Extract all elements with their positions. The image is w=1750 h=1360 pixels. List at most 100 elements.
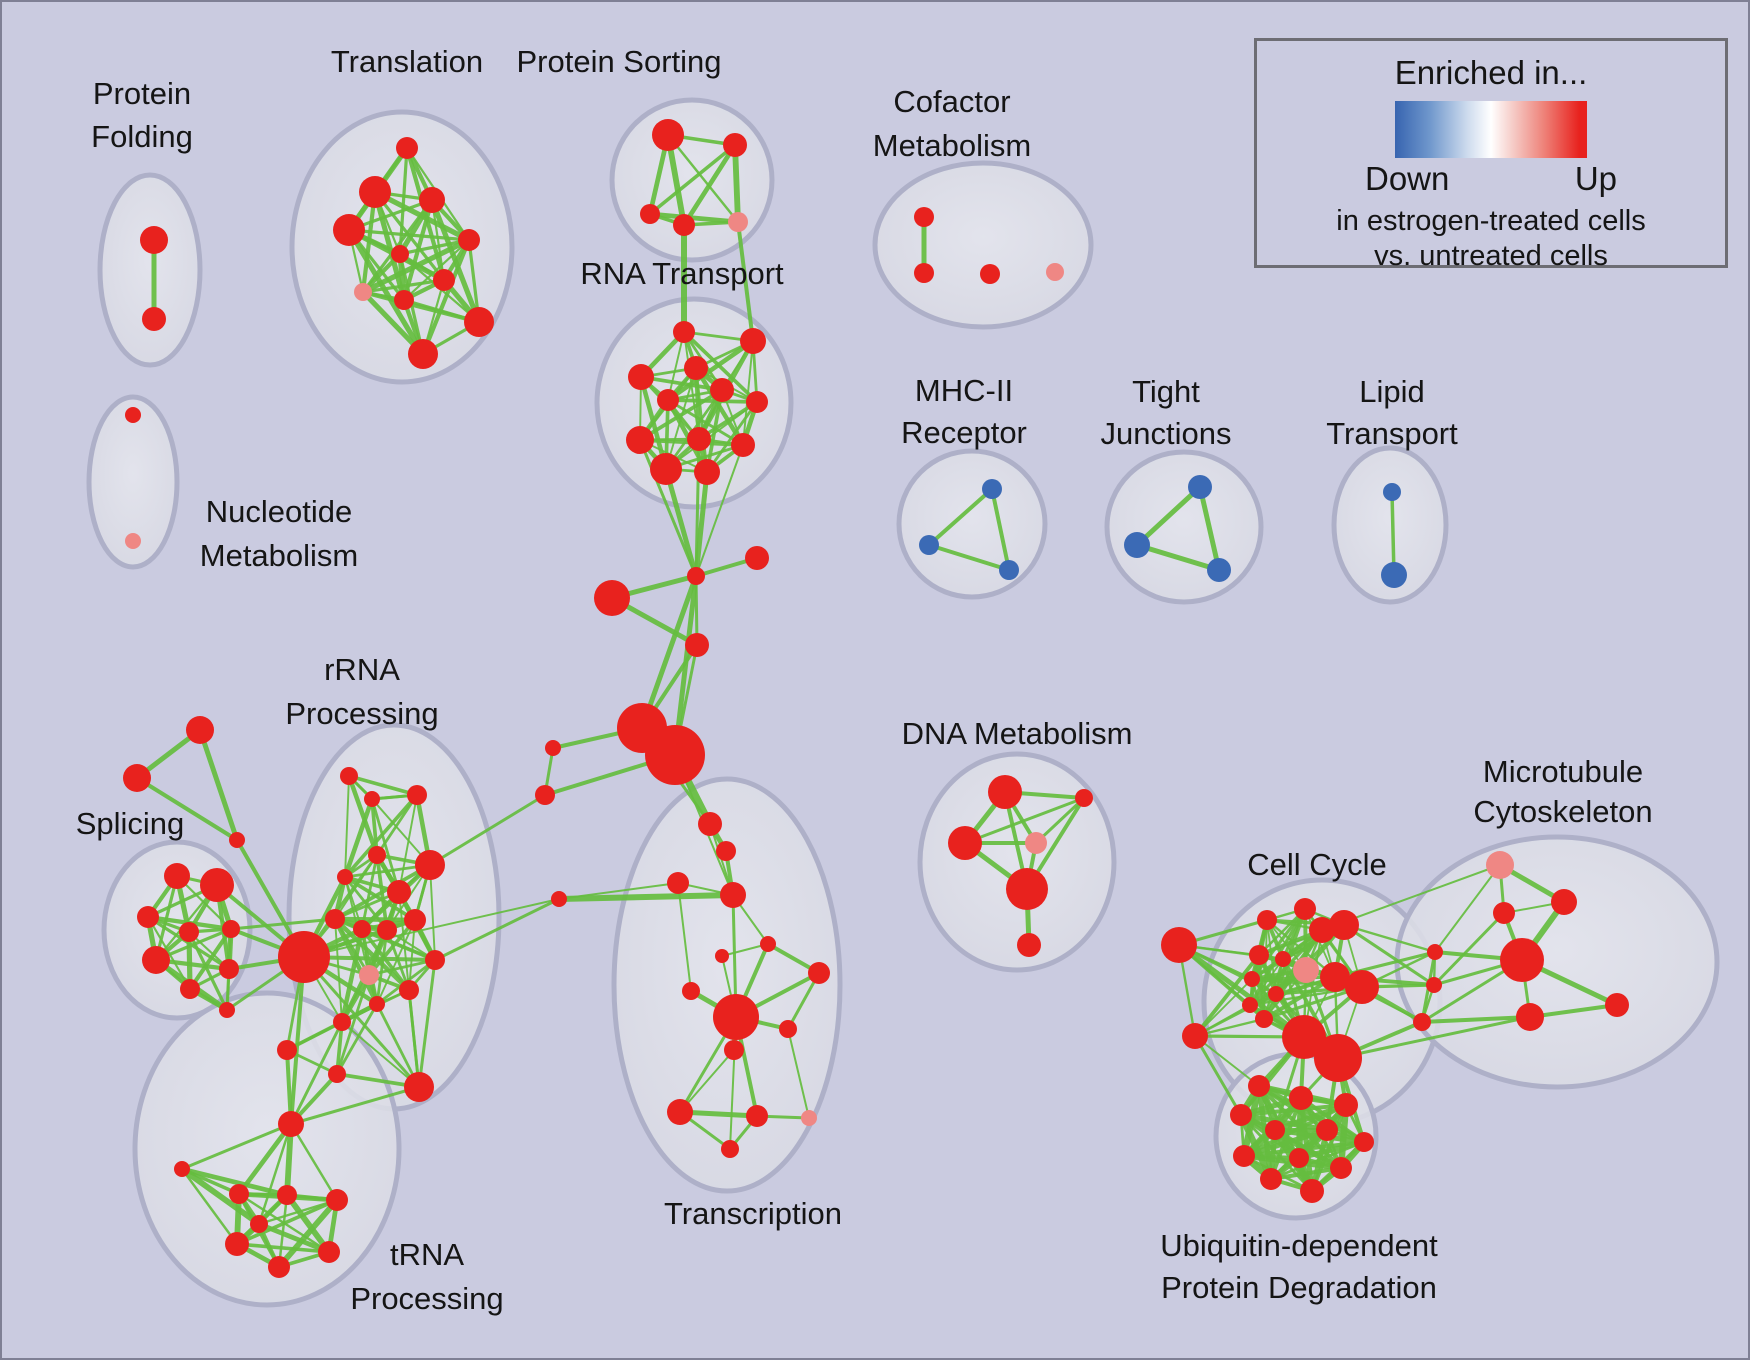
enrichment-edge — [333, 863, 432, 921]
gene-set-node — [326, 1189, 348, 1211]
gene-set-node — [746, 1105, 768, 1127]
gene-set-node — [715, 949, 729, 963]
gene-set-node — [1233, 1145, 1255, 1167]
gene-set-node — [628, 364, 654, 390]
enrichment-edge — [1528, 1003, 1619, 1019]
gene-set-node — [140, 226, 168, 254]
gene-set-node — [1381, 562, 1407, 588]
cluster-label-translation: Translation — [331, 44, 483, 79]
gene-set-node — [1124, 532, 1150, 558]
gene-set-node — [667, 872, 689, 894]
cluster-label-rrna-processing: rRNA — [324, 652, 400, 687]
gene-set-node — [219, 959, 239, 979]
gene-set-node — [1289, 1148, 1309, 1168]
gene-set-node — [179, 922, 199, 942]
cluster-label-microtubule-cytoskeleton: Cytoskeleton — [1473, 794, 1652, 829]
enrichment-edge — [1262, 985, 1364, 1021]
enrichment-edge — [682, 330, 759, 404]
gene-set-node — [123, 764, 151, 792]
gene-set-node — [650, 453, 682, 485]
cluster-ellipse-tight-junctions — [1104, 449, 1264, 605]
gene-set-node — [229, 832, 245, 848]
enrichment-edge — [289, 1122, 339, 1202]
enrichment-edge — [429, 864, 436, 961]
gene-set-node — [731, 433, 755, 457]
gene-set-node — [1257, 910, 1277, 930]
gene-set-node — [721, 1140, 739, 1158]
gene-set-node — [645, 725, 705, 785]
gene-set-node — [278, 1111, 304, 1137]
gene-set-node — [1255, 1010, 1273, 1028]
gene-set-node — [1345, 970, 1379, 1004]
enrichment-edge — [639, 573, 699, 731]
enrichment-edge — [347, 774, 419, 797]
enrichment-edge — [1342, 923, 1437, 954]
enrichment-edge — [285, 1002, 379, 1052]
gene-set-node — [142, 307, 166, 331]
gene-set-node — [640, 204, 660, 224]
enrichment-edge — [1420, 1015, 1532, 1024]
enrichment-edge — [347, 228, 471, 242]
gene-set-node — [229, 1184, 249, 1204]
gene-set-node — [1383, 483, 1401, 501]
enrichment-edge — [1193, 1034, 1243, 1117]
gene-set-node — [268, 1256, 290, 1278]
gene-set-node — [535, 785, 555, 805]
enrichment-edge — [334, 918, 343, 1023]
gene-set-node — [710, 378, 734, 402]
gene-set-node — [1493, 902, 1515, 924]
gene-set-node — [673, 214, 695, 236]
gene-set-node — [1316, 1119, 1338, 1141]
enrichment-edge — [681, 142, 738, 228]
gene-set-node — [1289, 1086, 1313, 1110]
gene-set-node — [340, 767, 358, 785]
cluster-label-nucleotide-metabolism: Metabolism — [200, 538, 359, 573]
gene-set-node — [914, 263, 934, 283]
gene-set-node — [594, 580, 630, 616]
enrichment-edge — [289, 955, 306, 1126]
gene-set-node — [1260, 1168, 1282, 1190]
cluster-ellipse-protein-folding — [97, 172, 203, 368]
enrichment-edge — [398, 146, 409, 256]
enrichment-edge — [342, 796, 375, 880]
gene-set-node — [186, 716, 214, 744]
enrichment-edge — [1194, 978, 1253, 1037]
enrichment-edge — [420, 237, 472, 357]
enrichment-edge — [927, 487, 994, 547]
enrichment-edge — [672, 573, 699, 758]
cluster-ellipse-microtubule-cytoskeleton — [1394, 834, 1720, 1090]
gene-set-node — [1551, 889, 1577, 915]
enrichment-edge — [990, 487, 1011, 572]
gene-set-node — [318, 1241, 340, 1263]
gene-set-node — [359, 965, 379, 985]
gene-set-node — [919, 535, 939, 555]
enrichment-edge — [135, 776, 239, 842]
gene-set-node — [368, 846, 386, 864]
enrichment-edge — [693, 469, 710, 579]
enrichment-edge — [667, 331, 685, 401]
gene-set-node — [999, 560, 1019, 580]
gene-set-node — [760, 936, 776, 952]
gene-set-node — [125, 407, 141, 423]
gene-set-node — [1017, 933, 1041, 957]
enrichment-edge — [370, 797, 401, 894]
gene-set-node — [396, 137, 418, 159]
enrichment-edge — [1248, 985, 1364, 1007]
enrichment-edge — [179, 1166, 290, 1198]
enrichment-edge — [666, 133, 740, 224]
cluster-label-ubiquitin-degradation: Ubiquitin-dependent — [1160, 1228, 1438, 1263]
gene-set-node — [1329, 910, 1359, 940]
gene-set-node — [1516, 1003, 1544, 1031]
gene-set-node — [713, 994, 759, 1040]
gene-set-node — [779, 1020, 797, 1038]
enrichment-edge — [1134, 484, 1203, 548]
enrichment-edge — [303, 898, 560, 958]
enrichment-edge — [647, 211, 741, 225]
enrichment-edge — [289, 1020, 344, 1126]
enrichment-edge — [639, 375, 724, 392]
enrichment-edge — [372, 189, 407, 303]
enrichment-edge — [927, 543, 1011, 572]
enrichment-edge — [289, 1085, 421, 1126]
enrichment-edge — [665, 401, 758, 470]
gene-set-node — [746, 391, 768, 413]
